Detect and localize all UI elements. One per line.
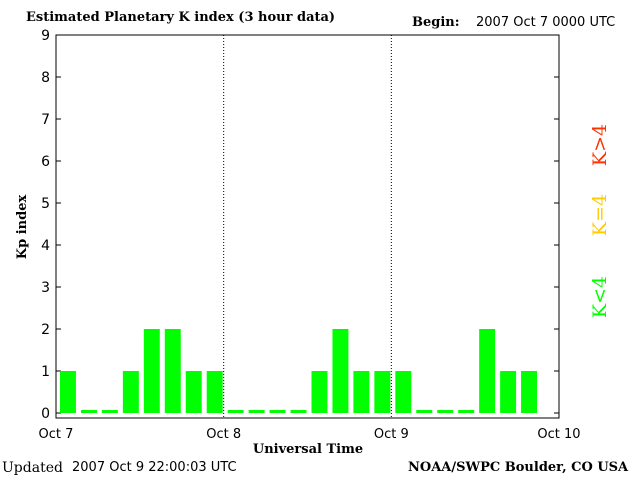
x-tick-label: Oct 9 <box>374 427 409 442</box>
bar <box>458 410 475 413</box>
bar <box>479 329 496 413</box>
bar <box>500 371 517 413</box>
bar <box>437 410 454 413</box>
begin-value: 2007 Oct 7 0000 UTC <box>476 15 616 30</box>
bar <box>143 329 160 413</box>
x-tick-label: Oct 8 <box>206 427 241 442</box>
y-tick-label: 4 <box>41 238 50 254</box>
bar <box>332 329 349 413</box>
bar <box>60 371 76 413</box>
begin-label: Begin: <box>412 15 460 30</box>
bar <box>206 371 223 413</box>
legend-item: K>4 <box>589 124 611 166</box>
legend-item: K=4 <box>589 194 611 236</box>
bar <box>416 410 433 413</box>
bar <box>227 410 244 413</box>
y-tick-label: 2 <box>41 322 50 338</box>
legend: K<4 K=4 K>4 <box>589 124 611 318</box>
bar <box>269 410 286 413</box>
bar <box>374 371 391 413</box>
bar <box>80 410 97 413</box>
bar <box>122 371 139 413</box>
y-tick-label: 8 <box>41 70 50 86</box>
updated-label: Updated <box>2 460 63 476</box>
y-tick-label: 3 <box>41 280 50 296</box>
x-axis-label: Universal Time <box>253 442 363 457</box>
updated-value: 2007 Oct 9 22:00:03 UTC <box>72 460 237 475</box>
y-tick-label: 9 <box>41 28 50 44</box>
y-axis-label: Kp index <box>15 195 30 260</box>
y-tick-label: 0 <box>41 406 50 422</box>
x-tick-label: Oct 10 <box>537 427 580 442</box>
y-tick-label: 1 <box>41 364 50 380</box>
bars <box>60 329 538 413</box>
credit-text: NOAA/SWPC Boulder, CO USA <box>408 460 629 475</box>
y-axis-ticks: 0 1 2 3 4 5 6 7 8 9 <box>41 28 559 422</box>
bar <box>164 329 181 413</box>
y-tick-label: 5 <box>41 196 50 212</box>
chart-title: Estimated Planetary K index (3 hour data… <box>26 10 336 25</box>
y-tick-label: 6 <box>41 154 50 170</box>
legend-item: K<4 <box>589 276 611 318</box>
bar <box>311 371 328 413</box>
bar <box>395 371 412 413</box>
bar <box>290 410 307 413</box>
bar <box>101 410 118 413</box>
x-tick-label: Oct 7 <box>39 427 74 442</box>
bar <box>248 410 265 413</box>
y-tick-label: 7 <box>41 112 50 128</box>
bar <box>521 371 538 413</box>
x-axis-ticks: Oct 7 Oct 8 Oct 9 Oct 10 <box>39 427 581 442</box>
plot-frame <box>55 34 560 419</box>
day-separators <box>223 35 392 418</box>
bar <box>185 371 202 413</box>
bar <box>353 371 370 413</box>
